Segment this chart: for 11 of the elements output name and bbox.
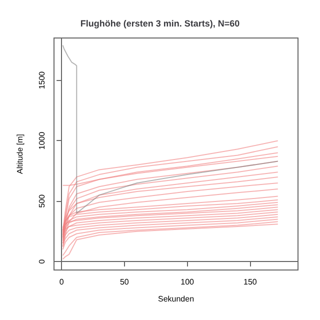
- x-tick-label: 50: [120, 278, 130, 286]
- y-tick-label: 0: [38, 258, 46, 264]
- x-tick-label: 100: [180, 278, 195, 286]
- chart-title: Flughöhe (ersten 3 min. Starts), N=60: [80, 18, 240, 28]
- y-tick-label: 1000: [38, 131, 46, 150]
- y-tick-label: 1500: [38, 70, 46, 90]
- x-axis-title: Sekunden: [158, 294, 194, 304]
- x-tick-label: 150: [244, 278, 258, 286]
- x-tick-label: 0: [59, 278, 64, 286]
- y-axis-title: Altitude [m]: [16, 134, 24, 174]
- y-tick-label: 500: [38, 194, 46, 208]
